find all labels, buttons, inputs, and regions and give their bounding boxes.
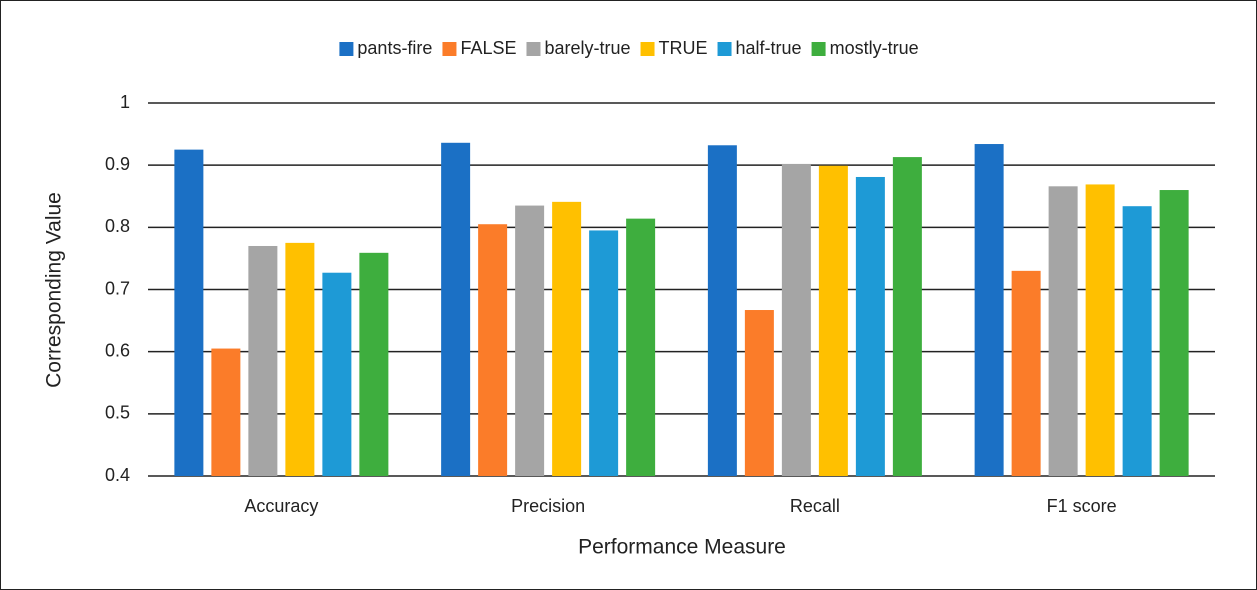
bar <box>211 348 241 476</box>
legend-swatch <box>717 42 732 56</box>
bar <box>781 163 811 476</box>
bar <box>359 252 389 476</box>
legend-label: FALSE <box>460 38 516 58</box>
legend-swatch <box>811 42 826 56</box>
bar <box>441 142 471 476</box>
legend-label: mostly-true <box>830 38 919 58</box>
x-tick-label: Recall <box>790 496 840 516</box>
bar <box>248 245 278 476</box>
bar <box>626 218 656 476</box>
y-tick-label: 1 <box>120 92 130 112</box>
x-tick-label: Accuracy <box>244 496 318 516</box>
legend-label: TRUE <box>659 38 708 58</box>
bar <box>744 310 774 476</box>
bar <box>478 224 508 476</box>
x-tick-label: F1 score <box>1047 496 1117 516</box>
y-axis-title: Corresponding Value <box>43 192 66 388</box>
bar <box>322 272 352 476</box>
bar <box>974 144 1004 476</box>
bar <box>174 149 204 476</box>
bar <box>892 157 922 476</box>
x-tick-label: Precision <box>511 496 585 516</box>
legend-label: barely-true <box>544 38 630 58</box>
y-tick-label: 0.9 <box>105 154 130 174</box>
bar <box>1011 270 1041 476</box>
bar <box>1122 206 1152 477</box>
legend-label: pants-fire <box>357 38 432 58</box>
bar <box>285 242 315 476</box>
y-tick-label: 0.6 <box>105 340 130 360</box>
legend-swatch <box>442 42 457 56</box>
legend-swatch <box>526 42 541 56</box>
x-axis-title: Performance Measure <box>578 536 786 559</box>
bar <box>818 165 848 476</box>
y-tick-label: 0.5 <box>105 403 130 423</box>
bar <box>515 205 545 476</box>
y-tick-label: 0.7 <box>105 278 130 298</box>
bar <box>589 230 619 476</box>
bar <box>707 145 737 477</box>
bar <box>855 176 885 476</box>
y-tick-label: 0.4 <box>105 465 130 485</box>
bar <box>552 201 582 476</box>
bar <box>1159 190 1189 477</box>
legend-swatch <box>640 42 655 56</box>
legend-swatch <box>339 42 354 56</box>
bar <box>1048 186 1078 476</box>
legend-label: half-true <box>736 38 802 58</box>
y-tick-label: 0.8 <box>105 216 130 236</box>
bar <box>1085 184 1115 476</box>
